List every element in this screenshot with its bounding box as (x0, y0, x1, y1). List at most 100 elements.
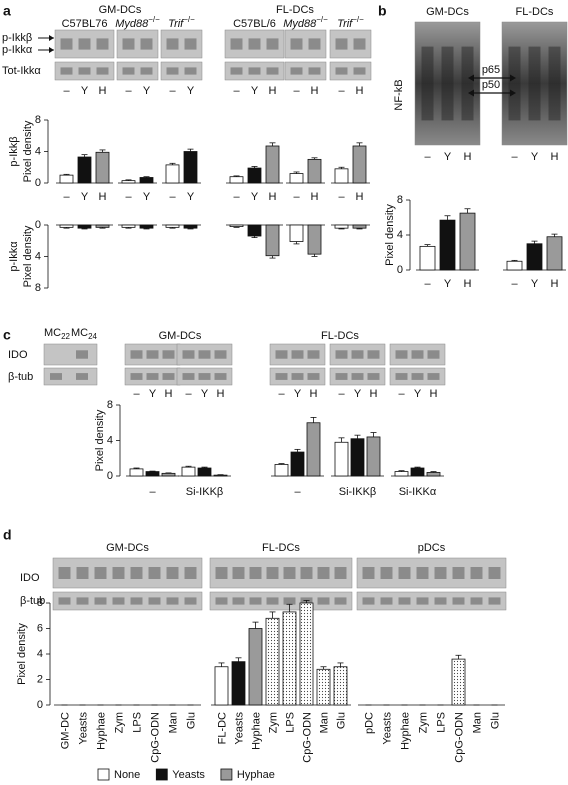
lane-label: – (125, 85, 132, 97)
lane-label: H (269, 85, 277, 97)
gel-band (78, 38, 91, 50)
gel-band (60, 67, 73, 75)
gel-image (52, 557, 203, 589)
x-tick-label: Yeasts (77, 712, 89, 745)
lane-label: – (511, 151, 518, 163)
gel-band (76, 567, 89, 579)
group-label: FL-DCs (516, 6, 554, 18)
lane-label: Y (414, 388, 422, 400)
gel-image (176, 343, 233, 366)
gel-band (122, 67, 135, 75)
gel-band (198, 350, 211, 359)
group-label: FL-DCs (262, 542, 300, 554)
gel-band (434, 597, 447, 605)
gel-image (176, 367, 233, 386)
lane-label: Y (187, 85, 195, 97)
gel-image (224, 61, 285, 81)
gel-band (76, 350, 88, 359)
bar (145, 471, 160, 477)
marker-label: MC22 (44, 327, 71, 341)
lane-label: – (398, 388, 405, 400)
gel-band (395, 350, 408, 359)
lane-label: H (311, 85, 319, 97)
lane-label: H (99, 85, 107, 97)
lane-label: – (63, 85, 70, 97)
lane-label: Y (294, 388, 302, 400)
bar (121, 180, 136, 184)
gel-band (184, 597, 197, 605)
bar (307, 158, 322, 184)
lane-label: Y (81, 85, 89, 97)
gel-band (317, 597, 330, 605)
gel-image (54, 61, 115, 81)
gel-band (146, 373, 159, 380)
x-tick-label: Hyphae (250, 712, 262, 750)
gel-image (356, 591, 507, 611)
gel-image (54, 29, 115, 59)
gel-band (508, 46, 521, 121)
x-tick-label: H (269, 191, 277, 203)
gel-image (329, 61, 372, 81)
gel-band (291, 350, 304, 359)
group-label: Si-IKKα (399, 486, 437, 498)
group-name-sup: −/− (148, 15, 160, 24)
group-name: FL-DCs (262, 542, 300, 554)
bar (306, 422, 321, 477)
gel-label: NF-kB (393, 79, 405, 110)
bar (366, 436, 381, 477)
marker-sub: 22 (61, 332, 70, 341)
bar (316, 668, 331, 706)
gel-image (160, 29, 203, 59)
bar (229, 176, 244, 184)
x-tick-label: Yeasts (233, 712, 245, 745)
marker-main: MC (44, 327, 61, 339)
x-tick-label: H (311, 191, 319, 203)
panel-letter: d (3, 527, 12, 543)
row-label: Tot-Ikkα (2, 65, 41, 77)
gel-band (452, 567, 465, 579)
bar (129, 468, 144, 477)
gel-band (317, 567, 330, 579)
gel-band (215, 597, 228, 605)
bar (231, 661, 246, 706)
y-axis-label: Pixel density (384, 204, 396, 266)
gel-band (76, 373, 88, 380)
group-name: Trif (337, 18, 353, 30)
group-label: Myd88−/− (115, 15, 160, 30)
lane-label: – (233, 85, 240, 97)
row-label: IDO (8, 349, 28, 361)
gel-band (367, 350, 380, 359)
gel-band (283, 597, 296, 605)
gel-band (198, 373, 211, 380)
lane-label: Y (531, 151, 539, 163)
x-tick-label: Glu (185, 712, 197, 729)
gel-image (389, 343, 446, 366)
lane-label: H (430, 388, 438, 400)
bar (289, 224, 304, 242)
group-name-sup: −/− (352, 15, 364, 24)
lane-label: H (165, 388, 173, 400)
bar (183, 151, 198, 184)
y-tick-label: 4 (397, 229, 403, 241)
gel-image (329, 29, 372, 59)
x-tick-label: – (125, 191, 132, 203)
group-name: – (149, 486, 156, 498)
gel-band (148, 567, 161, 579)
gel-band (335, 350, 348, 359)
gel-band (50, 373, 62, 380)
x-tick-label: Y (81, 191, 89, 203)
bar (451, 658, 466, 706)
gel-band (94, 567, 107, 579)
lane-label: H (370, 388, 378, 400)
gel-band (76, 597, 89, 605)
x-tick-label: – (63, 191, 70, 203)
gel-band (335, 67, 348, 75)
lane-label: – (185, 388, 192, 400)
bar (307, 224, 322, 255)
gel-band (362, 597, 375, 605)
gel-band (232, 597, 245, 605)
x-tick-label: – (293, 191, 300, 203)
group-name: C57BL/6 (233, 18, 276, 30)
gel-band (214, 350, 227, 359)
group-name: Si-IKKα (399, 486, 437, 498)
